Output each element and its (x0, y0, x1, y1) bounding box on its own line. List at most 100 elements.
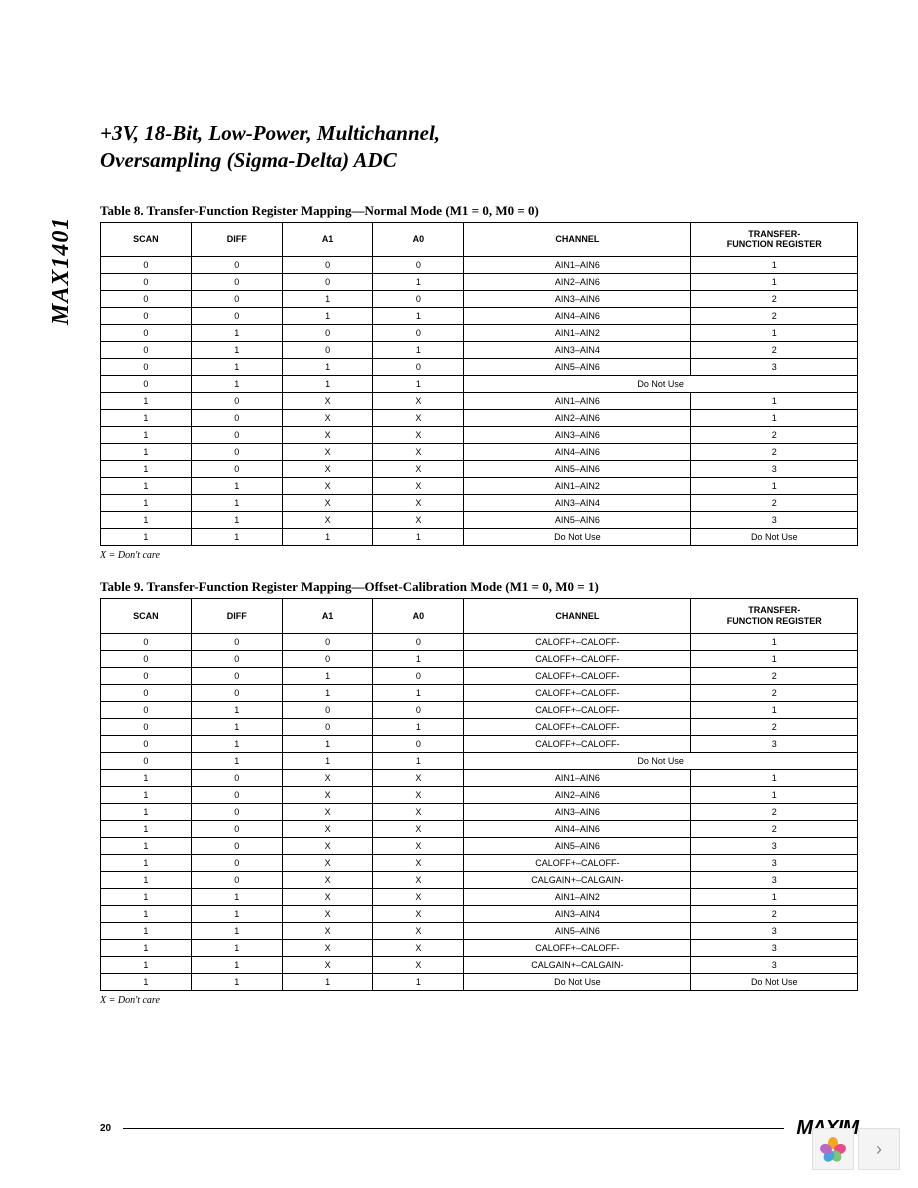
cell: X (373, 427, 464, 444)
cell: 1 (101, 461, 192, 478)
cell: 0 (373, 633, 464, 650)
cell-channel: AIN2–AIN6 (464, 410, 691, 427)
cell: 1 (191, 922, 282, 939)
cell: 0 (191, 667, 282, 684)
cell: 0 (101, 308, 192, 325)
table8: SCANDIFFA1A0CHANNELTRANSFER-FUNCTION REG… (100, 222, 858, 547)
table-row: 10XXAIN4–AIN62 (101, 444, 858, 461)
table-row: 11XXAIN5–AIN63 (101, 922, 858, 939)
cell: X (282, 478, 373, 495)
cell: X (282, 939, 373, 956)
cell-channel: CALOFF+–CALOFF- (464, 701, 691, 718)
col-header: A0 (373, 599, 464, 634)
cell: X (373, 786, 464, 803)
cell: X (373, 495, 464, 512)
cell: 1 (101, 786, 192, 803)
cell: X (282, 871, 373, 888)
cell: 1 (101, 888, 192, 905)
page-number: 20 (100, 1123, 111, 1134)
cell-register: 1 (691, 274, 858, 291)
cell: X (373, 939, 464, 956)
table-row: 10XXAIN3–AIN62 (101, 803, 858, 820)
cell: X (373, 393, 464, 410)
cell: 0 (282, 718, 373, 735)
cell-channel: CALOFF+–CALOFF- (464, 735, 691, 752)
title-line-1: +3V, 18-Bit, Low-Power, Multichannel, (100, 121, 440, 145)
cell: 0 (282, 325, 373, 342)
table-row: 11XXAIN1–AIN21 (101, 888, 858, 905)
col-header: SCAN (101, 599, 192, 634)
cell-register: 1 (691, 393, 858, 410)
next-page-button[interactable]: › (858, 1128, 900, 1170)
cell-register: 3 (691, 854, 858, 871)
table-row: 10XXAIN2–AIN61 (101, 786, 858, 803)
cell: 1 (191, 735, 282, 752)
cell-channel: AIN1–AIN2 (464, 478, 691, 495)
cell-register: 2 (691, 684, 858, 701)
cell: 1 (191, 718, 282, 735)
cell: 0 (282, 342, 373, 359)
table-row: 0111Do Not Use (101, 752, 858, 769)
cell-register: 1 (691, 325, 858, 342)
cell: 1 (191, 888, 282, 905)
cell-channel: AIN1–AIN2 (464, 888, 691, 905)
cell-channel: CALOFF+–CALOFF- (464, 633, 691, 650)
cell: X (373, 905, 464, 922)
cell-channel: CALOFF+–CALOFF- (464, 854, 691, 871)
cell: 1 (191, 478, 282, 495)
cell: 1 (101, 803, 192, 820)
footer-rule (123, 1128, 784, 1129)
cell: 0 (373, 257, 464, 274)
cell-channel: AIN2–AIN6 (464, 274, 691, 291)
viewer-logo-button[interactable] (812, 1128, 854, 1170)
cell: X (282, 905, 373, 922)
col-header: SCAN (101, 222, 192, 257)
table-row: 0001AIN2–AIN61 (101, 274, 858, 291)
cell: 0 (282, 274, 373, 291)
cell: 0 (191, 871, 282, 888)
cell-channel: CALGAIN+–CALGAIN- (464, 871, 691, 888)
cell: X (373, 478, 464, 495)
cell-register: 1 (691, 650, 858, 667)
table-row: 1111Do Not UseDo Not Use (101, 529, 858, 546)
cell-register: 2 (691, 291, 858, 308)
cell: X (282, 512, 373, 529)
cell: 1 (373, 718, 464, 735)
col-header: TRANSFER-FUNCTION REGISTER (691, 599, 858, 634)
cell-channel: AIN1–AIN6 (464, 257, 691, 274)
cell-register: 3 (691, 956, 858, 973)
cell: 1 (282, 735, 373, 752)
cell-register: 3 (691, 735, 858, 752)
cell: 1 (101, 956, 192, 973)
table-row: 0000AIN1–AIN61 (101, 257, 858, 274)
cell: X (373, 410, 464, 427)
cell: X (373, 769, 464, 786)
cell: X (282, 837, 373, 854)
table8-footnote: X = Don't care (100, 550, 858, 561)
cell-register: 2 (691, 820, 858, 837)
cell: 0 (101, 257, 192, 274)
cell: 0 (101, 274, 192, 291)
table-row: 10XXAIN3–AIN62 (101, 427, 858, 444)
cell-channel: AIN5–AIN6 (464, 922, 691, 939)
table9-body: 0000CALOFF+–CALOFF-10001CALOFF+–CALOFF-1… (101, 633, 858, 990)
cell: 0 (101, 684, 192, 701)
cell: 0 (101, 701, 192, 718)
cell: 0 (101, 376, 192, 393)
cell-merged: Do Not Use (464, 752, 858, 769)
table-row: 10XXCALOFF+–CALOFF-3 (101, 854, 858, 871)
cell: 1 (373, 650, 464, 667)
cell-register: 2 (691, 803, 858, 820)
table-row: 0101CALOFF+–CALOFF-2 (101, 718, 858, 735)
cell: 1 (191, 701, 282, 718)
cell: 1 (282, 291, 373, 308)
cell-register: 2 (691, 718, 858, 735)
cell-register: 3 (691, 512, 858, 529)
col-header: CHANNEL (464, 222, 691, 257)
cell-channel: AIN3–AIN6 (464, 427, 691, 444)
cell-channel: AIN1–AIN6 (464, 769, 691, 786)
table-row: 0100CALOFF+–CALOFF-1 (101, 701, 858, 718)
cell-register: 1 (691, 786, 858, 803)
cell-channel: AIN4–AIN6 (464, 308, 691, 325)
cell: X (373, 820, 464, 837)
